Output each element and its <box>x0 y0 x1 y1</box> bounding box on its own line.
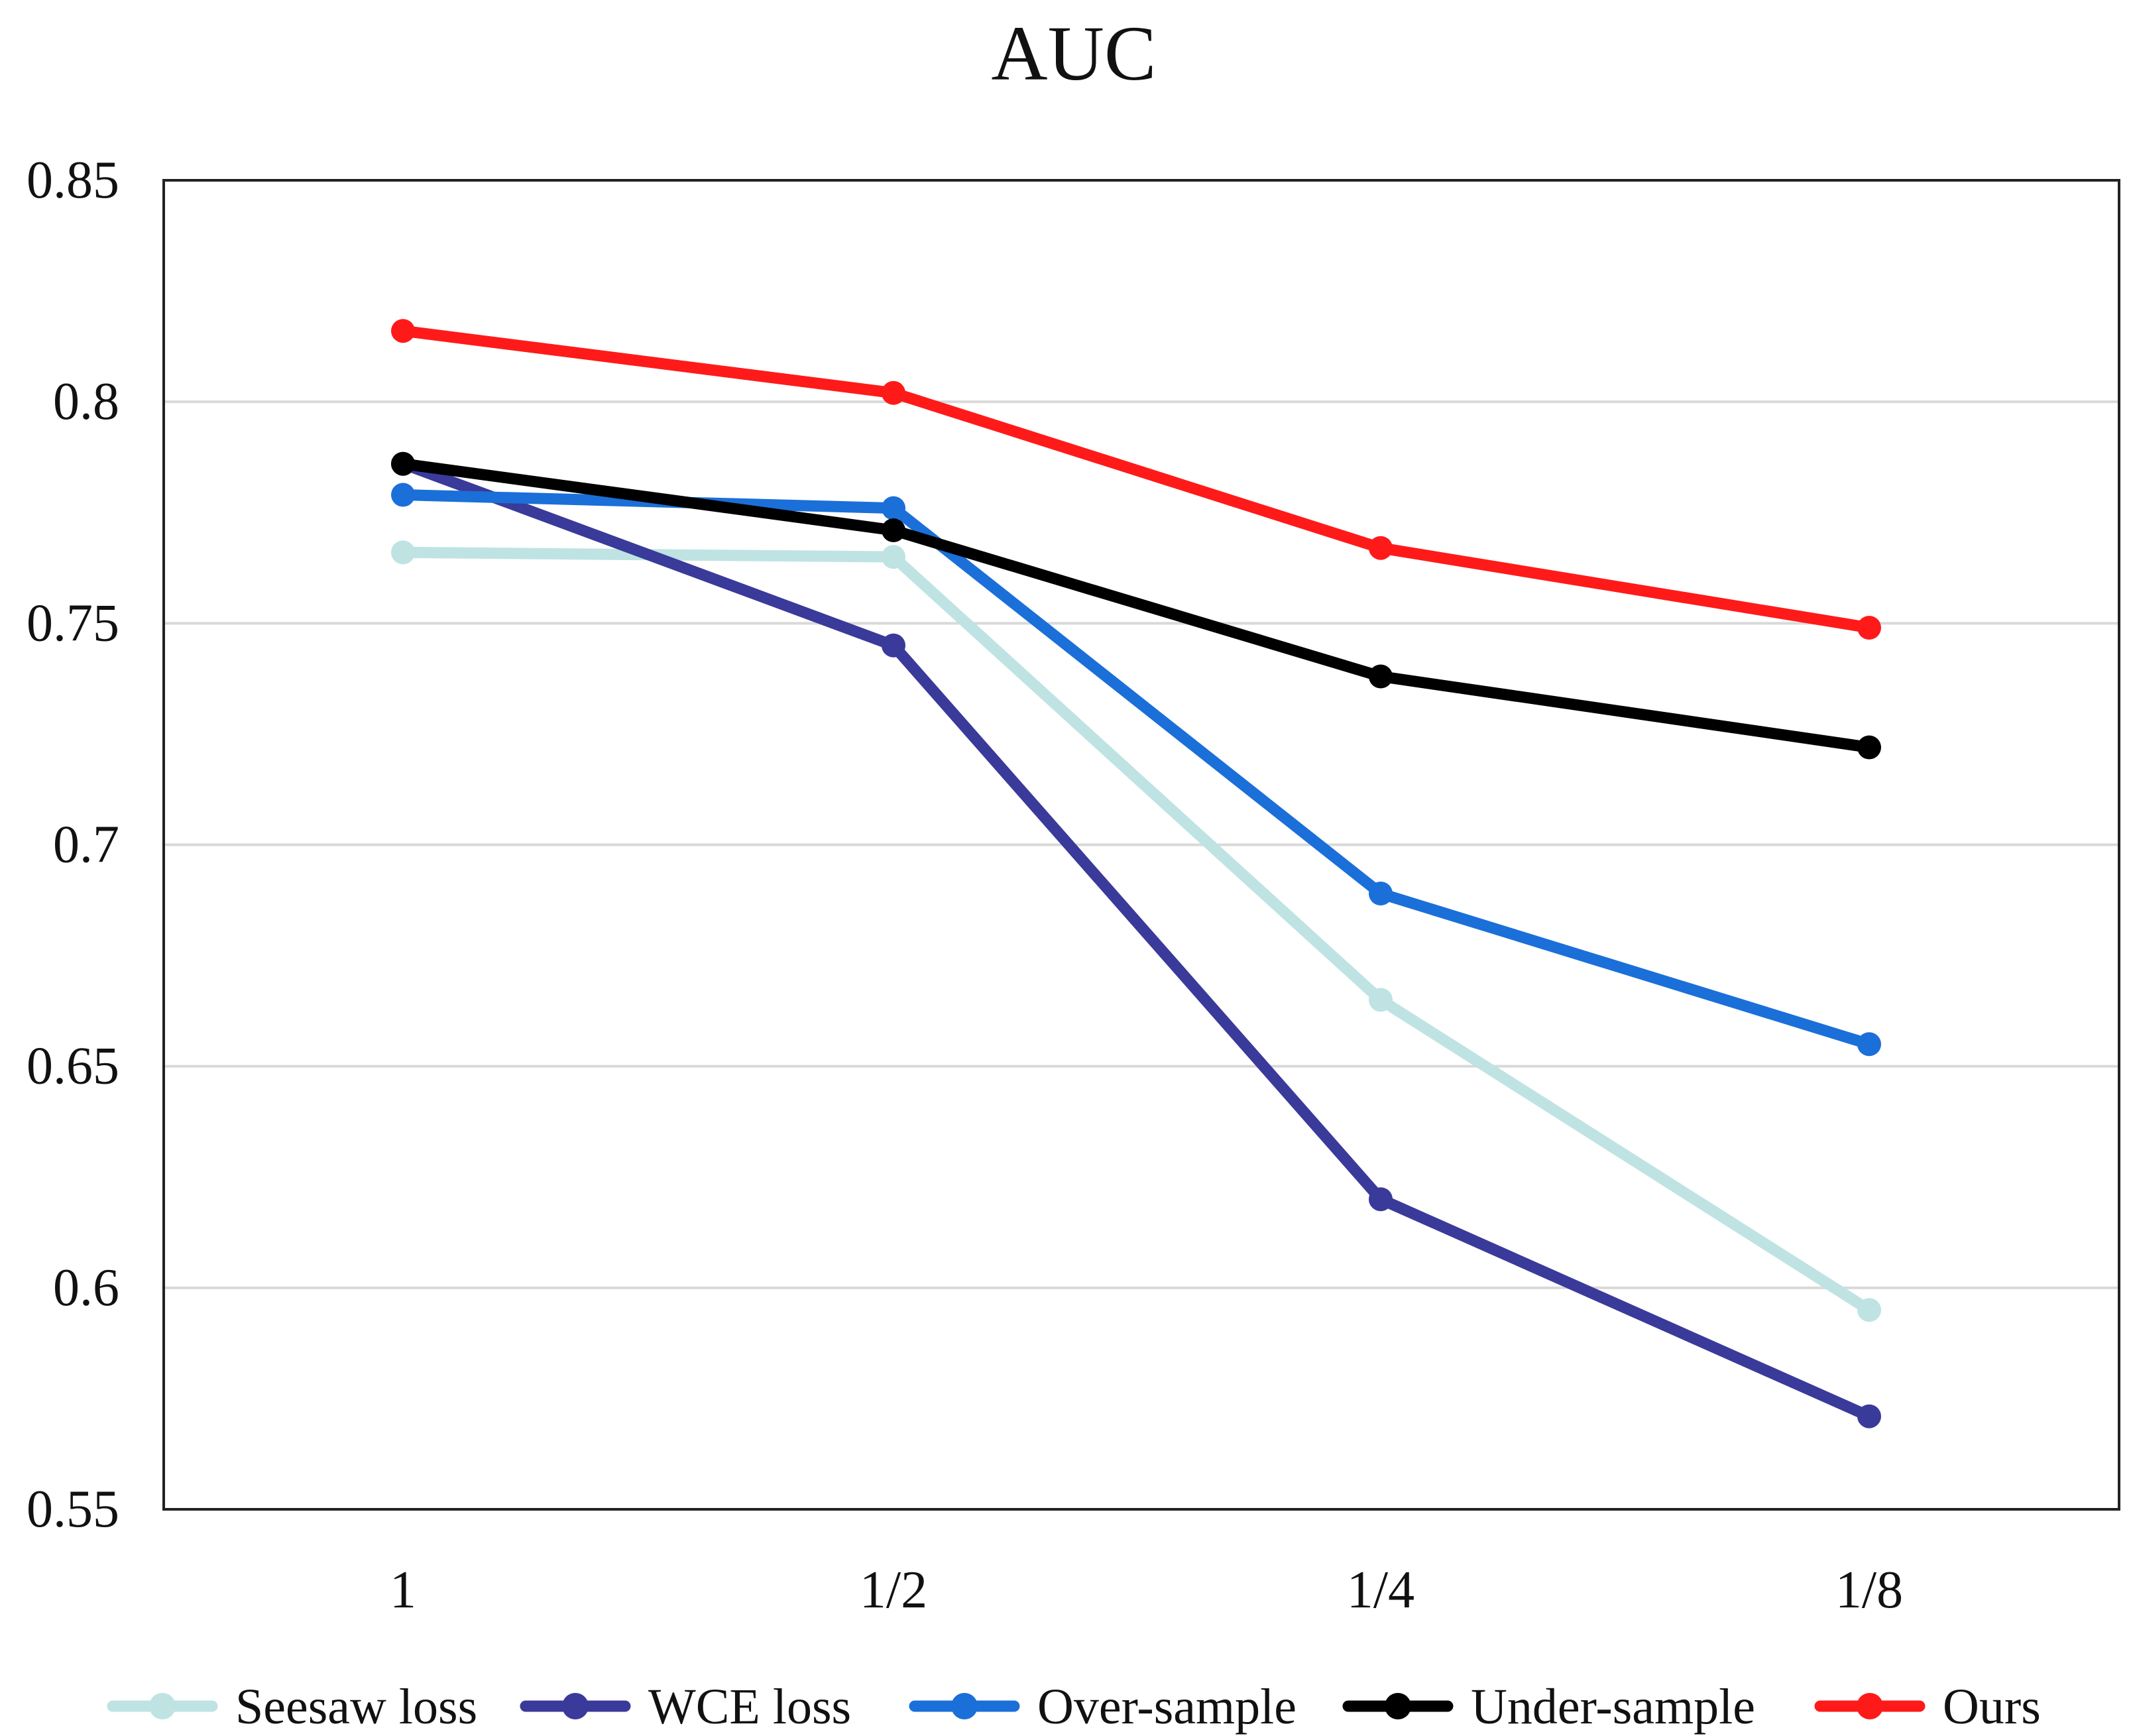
data-series <box>391 319 1881 1428</box>
legend-item-under-sample[interactable]: Under-sample <box>1342 1679 1755 1735</box>
chart-title: AUC <box>991 10 1156 97</box>
legend-swatch-marker <box>951 1693 978 1719</box>
data-point-wce-loss <box>1857 1404 1881 1428</box>
data-point-under-sample <box>1857 735 1881 760</box>
legend-item-over-sample[interactable]: Over-sample <box>909 1679 1296 1735</box>
data-point-over-sample <box>1857 1032 1881 1057</box>
data-point-wce-loss <box>882 633 905 658</box>
data-point-seesaw-loss <box>391 540 415 565</box>
legend-swatch-marker <box>149 1693 176 1719</box>
data-point-under-sample <box>882 518 905 542</box>
x-tick-label: 1 <box>390 1561 416 1619</box>
legend-label: Seesaw loss <box>235 1679 477 1735</box>
legend[interactable]: Seesaw loss WCE loss Over-sample Under-samp… <box>107 1679 2041 1735</box>
y-tick-label: 0.6 <box>53 1259 119 1317</box>
data-point-ours <box>882 380 905 405</box>
y-axis-tick-labels: 0.55 0.6 0.65 0.7 0.75 0.8 0.85 <box>27 151 119 1538</box>
x-tick-label: 1/2 <box>860 1561 927 1619</box>
legend-label: Under-sample <box>1471 1679 1755 1735</box>
data-point-wce-loss <box>1369 1187 1393 1212</box>
series-seesaw-loss <box>391 540 1881 1322</box>
legend-swatch-marker <box>562 1693 589 1719</box>
legend-swatch-marker <box>1857 1693 1883 1719</box>
x-axis-tick-labels: 1 1/2 1/4 1/8 <box>390 1561 1903 1619</box>
y-tick-label: 0.55 <box>27 1480 119 1538</box>
gridlines <box>164 400 2119 1289</box>
data-point-over-sample <box>391 483 415 507</box>
y-tick-label: 0.7 <box>53 816 119 874</box>
legend-item-ours[interactable]: Ours <box>1814 1679 2041 1735</box>
x-tick-label: 1/4 <box>1347 1561 1414 1619</box>
data-point-ours <box>391 319 415 343</box>
y-tick-label: 0.85 <box>27 151 119 209</box>
series-line-wce-loss <box>397 458 1875 1422</box>
legend-item-seesaw-loss[interactable]: Seesaw loss <box>107 1679 477 1735</box>
series-line-over-sample <box>397 489 1875 1050</box>
legend-swatch-marker <box>1385 1693 1411 1719</box>
plot-area-frame <box>162 179 2120 1511</box>
series-line-under-sample <box>397 458 1875 753</box>
data-point-under-sample <box>1369 664 1393 689</box>
legend-item-wce-loss[interactable]: WCE loss <box>520 1679 851 1735</box>
data-point-over-sample <box>1369 882 1393 905</box>
series-under-sample <box>391 451 1881 760</box>
y-tick-label: 0.65 <box>27 1037 119 1096</box>
x-tick-label: 1/8 <box>1835 1561 1903 1619</box>
data-point-ours <box>1369 536 1393 560</box>
data-point-seesaw-loss <box>1369 988 1393 1012</box>
series-ours <box>391 319 1881 640</box>
legend-label: WCE loss <box>648 1679 851 1735</box>
series-line-ours <box>397 325 1875 634</box>
data-point-seesaw-loss <box>882 545 905 569</box>
series-over-sample <box>391 483 1881 1057</box>
legend-label: Ours <box>1943 1679 2041 1735</box>
y-tick-label: 0.8 <box>53 373 119 431</box>
data-point-seesaw-loss <box>1857 1298 1881 1322</box>
data-point-over-sample <box>882 496 905 520</box>
y-tick-label: 0.75 <box>27 594 119 652</box>
legend-label: Over-sample <box>1037 1679 1296 1735</box>
series-line-seesaw-loss <box>397 546 1875 1316</box>
series-wce-loss <box>391 451 1881 1428</box>
data-point-ours <box>1857 616 1881 640</box>
data-point-under-sample <box>391 451 415 476</box>
